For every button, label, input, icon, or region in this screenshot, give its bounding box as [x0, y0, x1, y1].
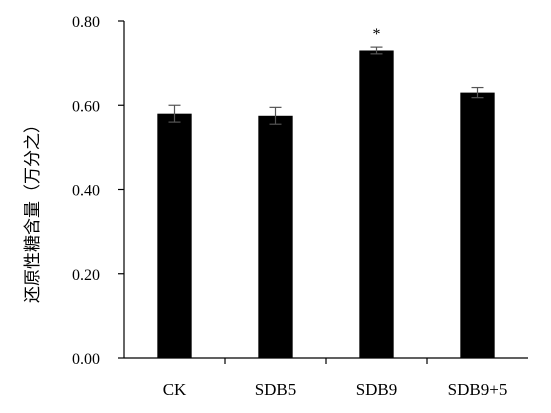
- x-tick-label: SDB5: [255, 380, 297, 399]
- x-tick-label: SDB9: [356, 380, 398, 399]
- y-tick-label: 0.00: [72, 351, 100, 368]
- error-bar: [269, 106, 282, 125]
- bars: *: [157, 26, 495, 359]
- y-tick-label: 0.60: [72, 98, 100, 115]
- bar: [157, 113, 192, 358]
- y-axis: [118, 20, 125, 359]
- y-tick-label: 0.80: [72, 14, 100, 31]
- bar: [258, 115, 293, 358]
- y-tick-labels: 0.00 0.20 0.40 0.60 0.80: [72, 14, 100, 368]
- x-tick-label: CK: [163, 380, 187, 399]
- bar: [359, 50, 394, 359]
- y-tick-label: 0.20: [72, 267, 100, 284]
- error-bar: [370, 46, 383, 55]
- bar: [460, 92, 495, 359]
- x-tick-label: SDB9+5: [448, 380, 508, 399]
- x-tick-labels: CK SDB5 SDB9 SDB9+5: [163, 380, 508, 399]
- error-bar: [471, 86, 484, 99]
- error-bar: [168, 104, 181, 123]
- y-axis-label: 还原性糖含量（万分之）: [23, 116, 43, 303]
- significance-marker: *: [373, 26, 381, 43]
- x-axis: [124, 357, 528, 364]
- y-tick-label: 0.40: [72, 183, 100, 200]
